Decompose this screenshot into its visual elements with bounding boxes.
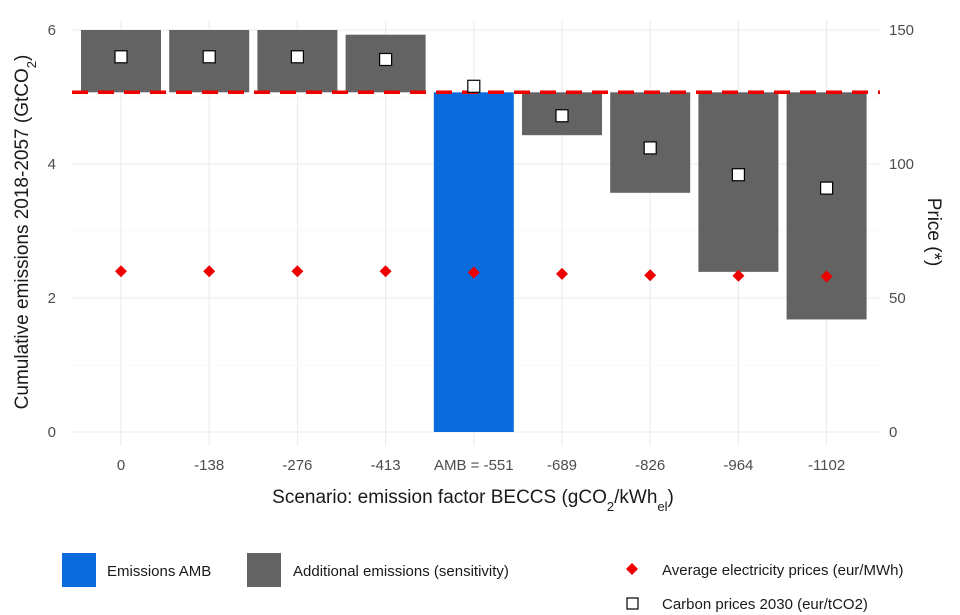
left-axis-ticks: 0 2 4 6	[48, 22, 56, 441]
x-tick-label: -826	[635, 457, 665, 474]
bar-additional-emissions	[786, 92, 867, 320]
legend-label-electricity-prices: Average electricity prices (eur/MWh)	[662, 562, 903, 579]
legend-label-additional-emissions: Additional emissions (sensitivity)	[293, 563, 509, 580]
y-tick-right-label: 50	[889, 290, 906, 307]
legend-key-carbon-prices	[626, 597, 639, 610]
bar-additional-emissions	[698, 92, 779, 272]
y-tick-left-label: 2	[48, 290, 56, 307]
legend-label-emissions-amb: Emissions AMB	[107, 563, 211, 580]
legend-key-additional-emissions	[247, 553, 281, 587]
point-carbon-price	[731, 168, 746, 182]
x-tick-label: -964	[723, 457, 753, 474]
x-tick-label: -138	[194, 457, 224, 474]
legend: Emissions AMB Additional emissions (sens…	[62, 553, 903, 613]
y-tick-right-label: 0	[889, 424, 897, 441]
x-tick-label: 0	[117, 457, 125, 474]
point-carbon-price	[202, 50, 216, 64]
point-carbon-price	[290, 50, 304, 64]
point-electricity-price	[115, 265, 127, 278]
point-electricity-price	[820, 270, 833, 283]
point-carbon-price	[467, 79, 481, 93]
point-carbon-price	[819, 181, 834, 195]
point-electricity-price	[203, 265, 216, 278]
point-carbon-price	[555, 109, 569, 123]
x-tick-label: -1102	[808, 457, 845, 474]
point-carbon-price	[379, 52, 393, 67]
x-tick-label: AMB = -551	[434, 457, 514, 474]
legend-label-carbon-prices: Carbon prices 2030 (eur/tCO2)	[662, 596, 868, 613]
x-tick-label: -413	[371, 457, 401, 474]
legend-key-electricity-prices	[626, 563, 638, 575]
point-electricity-price	[291, 265, 304, 278]
point-carbon-price	[114, 50, 128, 64]
point-electricity-price	[644, 269, 657, 282]
x-axis-title: Scenario: emission factor BECCS (gCO2/kW…	[272, 487, 674, 514]
y-axis-right-title: Price (*)	[923, 198, 944, 267]
point-carbon-price	[643, 141, 657, 155]
y-tick-left-label: 0	[48, 424, 56, 441]
bar-emissions-amb	[433, 92, 514, 432]
x-axis-ticks: 0 -138 -276 -413 AMB = -551 -689 -826 -964 -1102	[117, 457, 845, 474]
x-tick-label: -276	[282, 457, 312, 474]
y-tick-left-label: 4	[48, 156, 56, 173]
x-tick-label: -689	[547, 457, 577, 474]
legend-key-emissions-amb	[62, 553, 96, 587]
points-layer	[114, 50, 834, 283]
y-tick-right-label: 100	[889, 156, 914, 173]
point-electricity-price	[467, 266, 480, 279]
y-axis-left-title: Cumulative emissions 2018-2057 (GtCO2)	[12, 55, 39, 410]
bars-layer	[81, 30, 867, 432]
point-electricity-price	[732, 269, 745, 282]
point-electricity-price	[556, 267, 568, 280]
y-tick-right-label: 150	[889, 22, 914, 39]
right-axis-ticks: 0 50 100 150	[889, 22, 914, 441]
point-electricity-price	[379, 265, 392, 278]
y-tick-left-label: 6	[48, 22, 56, 39]
